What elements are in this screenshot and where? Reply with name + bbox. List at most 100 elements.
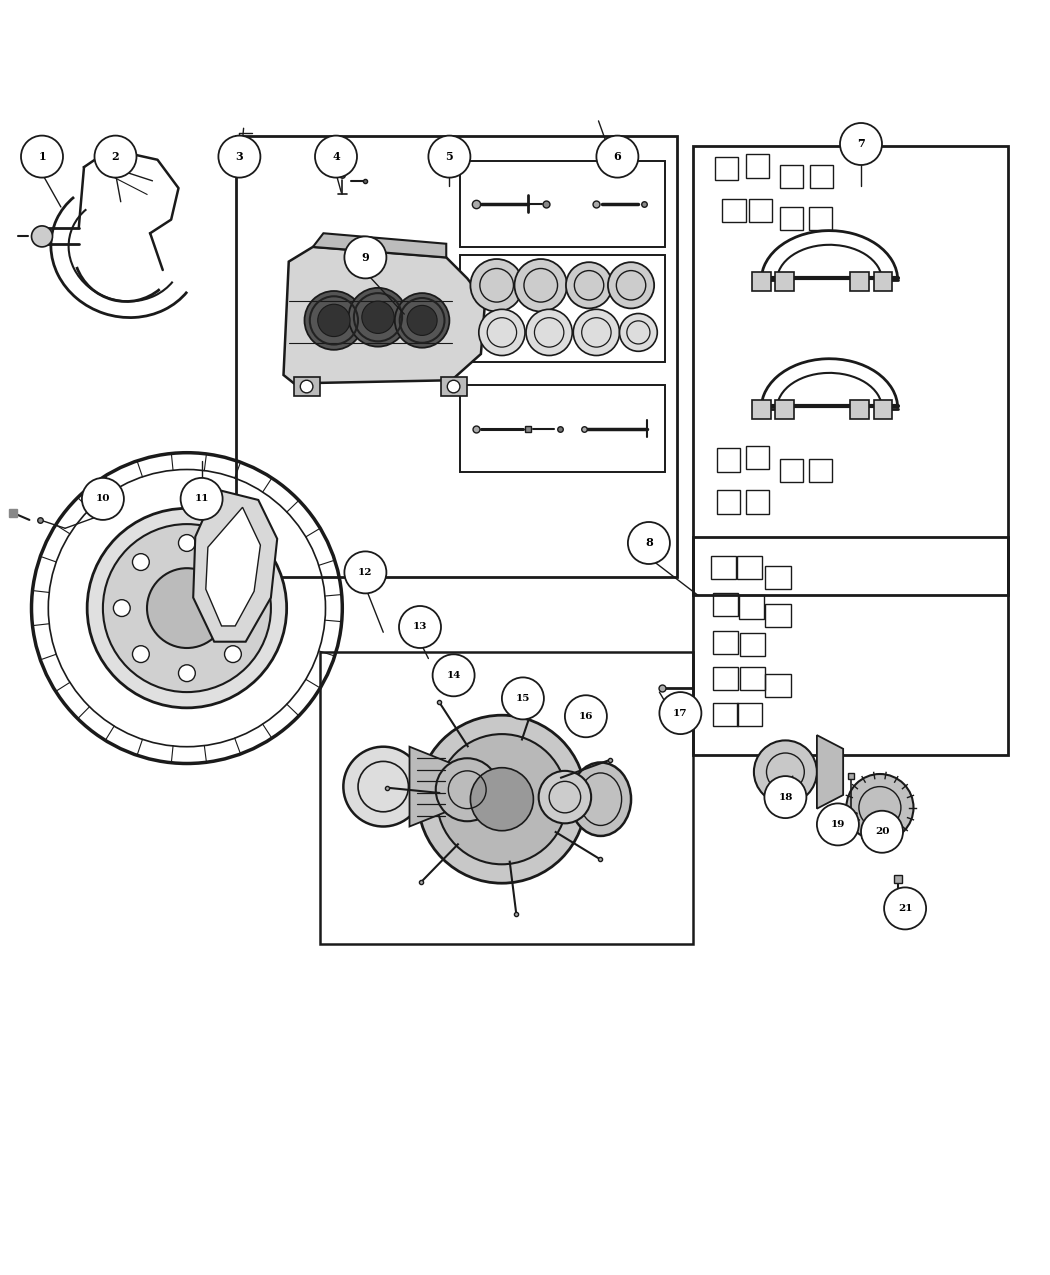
Circle shape	[244, 599, 260, 617]
Ellipse shape	[570, 762, 631, 836]
Circle shape	[565, 695, 607, 737]
Bar	[717, 449, 740, 472]
Bar	[713, 703, 738, 725]
Text: 5: 5	[445, 152, 454, 162]
Polygon shape	[284, 247, 485, 384]
Bar	[746, 491, 769, 514]
Circle shape	[225, 645, 242, 663]
Circle shape	[399, 606, 441, 648]
Bar	[236, 135, 677, 576]
Circle shape	[315, 135, 357, 177]
Circle shape	[754, 741, 817, 803]
Circle shape	[218, 135, 260, 177]
Polygon shape	[817, 736, 843, 808]
Bar	[749, 199, 772, 222]
Bar	[780, 459, 803, 482]
Circle shape	[225, 553, 242, 570]
Text: 6: 6	[613, 152, 622, 162]
Circle shape	[113, 599, 130, 617]
Bar	[294, 377, 320, 397]
Bar	[693, 147, 1008, 595]
Text: 14: 14	[446, 671, 461, 680]
Circle shape	[764, 776, 806, 819]
Bar	[715, 157, 738, 180]
Circle shape	[418, 715, 586, 884]
Text: 10: 10	[96, 495, 110, 504]
Bar	[722, 199, 746, 222]
Bar	[874, 272, 892, 291]
Polygon shape	[193, 490, 277, 641]
Circle shape	[596, 135, 638, 177]
Circle shape	[343, 747, 423, 826]
Text: 19: 19	[831, 820, 845, 829]
Bar	[780, 164, 803, 189]
Circle shape	[526, 310, 572, 356]
Circle shape	[21, 135, 63, 177]
Circle shape	[344, 236, 386, 278]
Bar	[739, 595, 764, 618]
Text: 17: 17	[673, 709, 688, 718]
Circle shape	[181, 478, 223, 520]
Bar	[441, 377, 467, 397]
Circle shape	[437, 734, 567, 864]
Bar	[775, 272, 794, 291]
Circle shape	[502, 677, 544, 719]
Text: 4: 4	[332, 152, 340, 162]
Bar	[850, 272, 869, 291]
Text: 13: 13	[413, 622, 427, 631]
Circle shape	[447, 380, 460, 393]
Bar	[460, 161, 665, 247]
Circle shape	[884, 887, 926, 929]
Circle shape	[147, 569, 227, 648]
Circle shape	[433, 654, 475, 696]
Bar	[850, 400, 869, 419]
Polygon shape	[410, 747, 452, 826]
Bar	[765, 604, 791, 627]
Bar	[711, 556, 736, 579]
Circle shape	[32, 226, 52, 247]
Text: 15: 15	[516, 694, 530, 703]
Circle shape	[539, 771, 591, 824]
Text: 8: 8	[645, 538, 653, 548]
Bar	[752, 272, 771, 291]
Bar	[808, 207, 832, 230]
Bar	[740, 634, 765, 657]
Circle shape	[608, 263, 654, 309]
Bar	[693, 537, 1008, 755]
Circle shape	[82, 478, 124, 520]
Polygon shape	[313, 233, 446, 258]
Circle shape	[573, 310, 620, 356]
Circle shape	[178, 534, 195, 551]
Bar	[775, 400, 794, 419]
Circle shape	[817, 803, 859, 845]
Bar	[717, 491, 740, 514]
Circle shape	[514, 259, 567, 311]
Bar	[460, 255, 665, 362]
Bar	[874, 400, 892, 419]
Bar	[737, 556, 762, 579]
Circle shape	[318, 305, 350, 337]
Circle shape	[436, 759, 499, 821]
Text: 2: 2	[111, 152, 120, 162]
Circle shape	[861, 811, 903, 853]
Text: 20: 20	[875, 827, 889, 836]
Circle shape	[428, 135, 470, 177]
Circle shape	[620, 314, 657, 352]
Bar	[752, 400, 771, 419]
Circle shape	[362, 301, 394, 334]
Circle shape	[87, 509, 287, 708]
Text: 16: 16	[579, 711, 593, 720]
Text: 12: 12	[358, 567, 373, 576]
Circle shape	[344, 551, 386, 593]
Polygon shape	[206, 507, 260, 626]
Bar	[460, 385, 665, 472]
Circle shape	[132, 553, 149, 570]
Circle shape	[846, 774, 914, 842]
Text: 1: 1	[38, 152, 46, 162]
Bar	[737, 703, 762, 725]
Bar	[765, 674, 791, 697]
Circle shape	[566, 263, 612, 309]
Bar	[765, 566, 791, 589]
Bar	[320, 653, 693, 944]
Circle shape	[470, 259, 523, 311]
